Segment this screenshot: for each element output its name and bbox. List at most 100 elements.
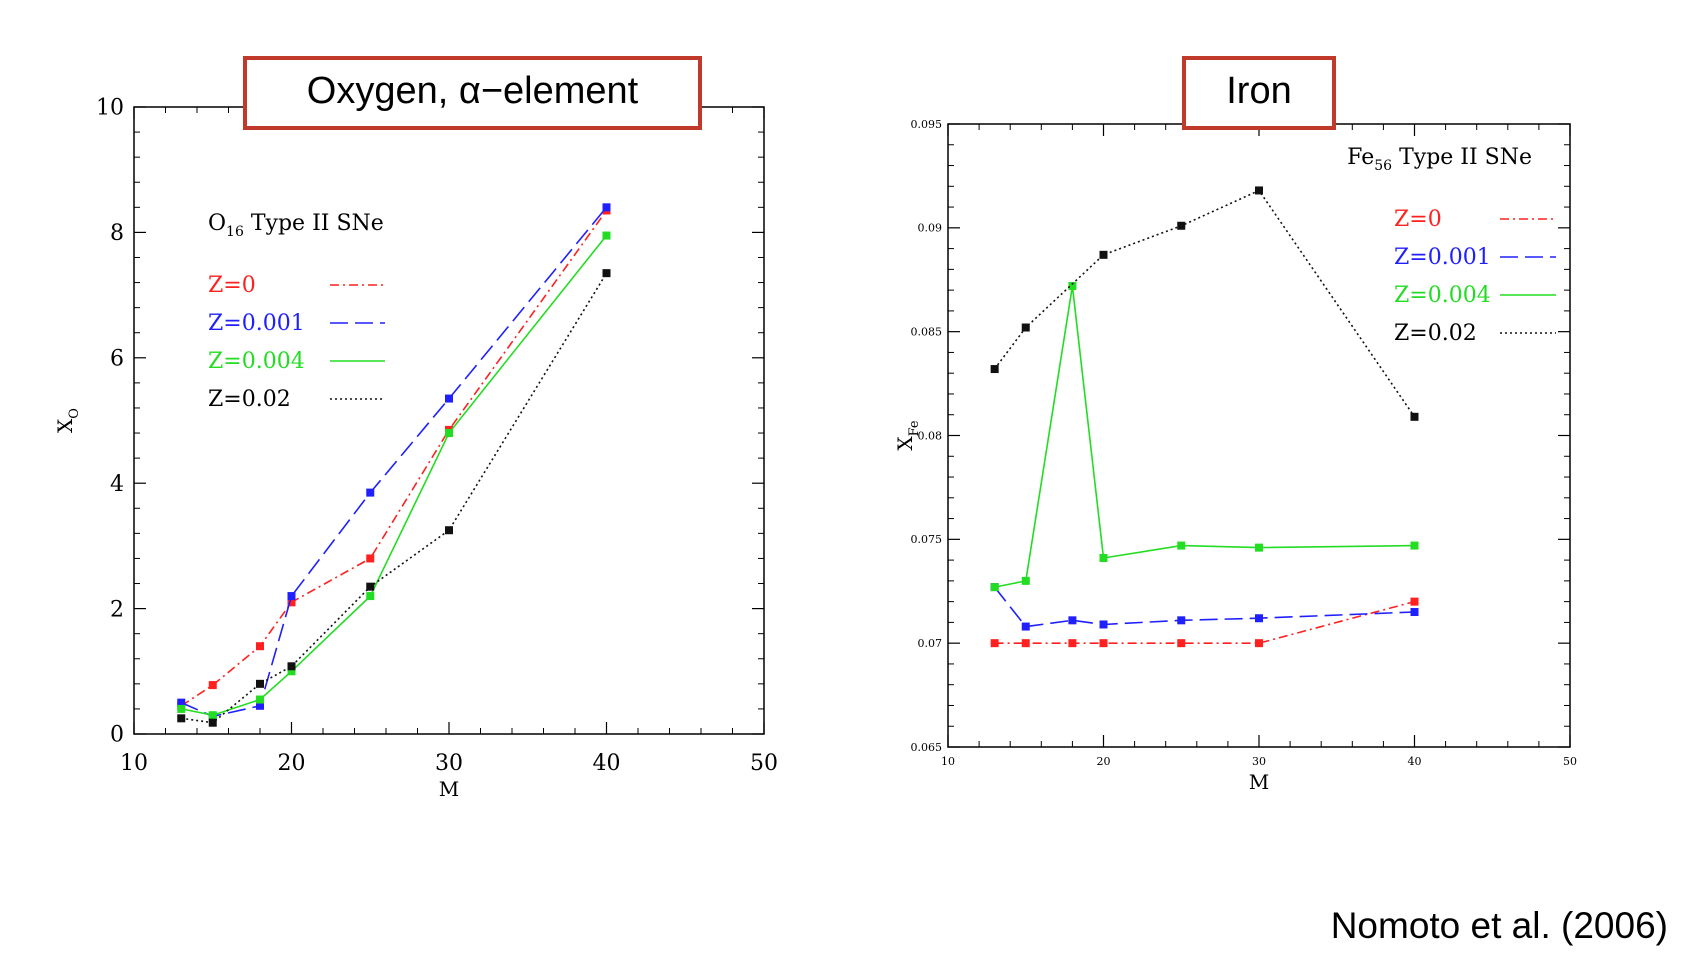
- data-point: [445, 394, 453, 403]
- x-tick-label: 40: [1408, 755, 1422, 768]
- x-tick-label: 30: [435, 751, 463, 776]
- data-point: [1410, 412, 1419, 421]
- y-tick-label: 0: [110, 723, 124, 748]
- iron-panel-title: Iron: [1182, 56, 1336, 130]
- x-tick-label: 10: [120, 751, 148, 776]
- legend-entry-label: Z=0.004: [1394, 283, 1491, 308]
- series-line: [993, 586, 1415, 628]
- data-point: [1255, 639, 1263, 648]
- data-point: [1068, 616, 1077, 625]
- legend-entry-label: Z=0.02: [1394, 321, 1477, 346]
- data-point: [1068, 281, 1077, 290]
- data-point: [602, 269, 611, 278]
- y-tick-label: 8: [110, 221, 124, 246]
- data-point: [1255, 614, 1263, 623]
- legend-title: Fe56 Type II SNe: [1347, 145, 1532, 174]
- data-point: [287, 598, 296, 607]
- x-tick-label: 20: [1097, 755, 1111, 768]
- x-tick-label: 50: [750, 751, 778, 776]
- data-point: [256, 695, 264, 704]
- data-point: [602, 231, 611, 240]
- legend-entry-label: Z=0.001: [1394, 245, 1491, 270]
- data-point: [208, 711, 217, 720]
- y-tick-label: 0.095: [911, 118, 943, 131]
- data-point: [1177, 541, 1186, 550]
- data-point: [366, 554, 375, 563]
- data-point: [1021, 576, 1030, 585]
- y-tick-label: 10: [96, 96, 124, 121]
- data-point: [990, 639, 999, 648]
- oxygen-panel-title: Oxygen, α−element: [243, 56, 702, 130]
- y-tick-label: 2: [110, 597, 124, 622]
- citation-credit: Nomoto et al. (2006): [1330, 905, 1668, 946]
- data-point: [990, 583, 999, 592]
- data-point: [602, 203, 611, 212]
- data-point: [256, 679, 264, 688]
- data-point: [1099, 250, 1108, 259]
- legend-entry-label: Z=0: [208, 273, 256, 298]
- legend-entry-label: Z=0.02: [208, 387, 291, 412]
- data-point: [287, 592, 296, 601]
- data-point: [1021, 639, 1030, 648]
- data-point: [1021, 323, 1030, 332]
- y-tick-label: 4: [110, 472, 124, 497]
- legend-title-main: O: [208, 211, 226, 236]
- y-tick-label: 0.09: [918, 222, 943, 235]
- legend-entry-label: Z=0: [1394, 207, 1442, 232]
- data-point: [1099, 639, 1108, 648]
- y-axis-label-sub: Fe: [907, 420, 922, 436]
- x-axis-label: M: [1249, 770, 1269, 794]
- data-point: [366, 488, 375, 497]
- y-tick-label: 0.075: [911, 533, 943, 546]
- data-point: [287, 662, 296, 671]
- legend-title-sub: 56: [1374, 158, 1392, 174]
- x-tick-label: 10: [941, 755, 955, 768]
- data-point: [366, 582, 375, 591]
- data-point: [445, 429, 453, 438]
- series-line: [994, 285, 1415, 588]
- data-point: [1021, 622, 1030, 631]
- data-point: [366, 592, 375, 601]
- legend-entry-label: Z=0.001: [208, 311, 305, 336]
- data-point: [1255, 543, 1263, 552]
- data-point: [177, 698, 186, 707]
- y-tick-label: 0.08: [918, 429, 943, 442]
- data-point: [1255, 186, 1263, 195]
- y-tick-label: 0.07: [918, 637, 943, 650]
- data-point: [1099, 554, 1108, 563]
- y-tick-label: 6: [110, 347, 124, 372]
- legend-title-rest: Type II SNe: [1392, 145, 1532, 170]
- data-point: [1410, 597, 1419, 606]
- legend-entry-label: Z=0.004: [208, 349, 305, 374]
- data-point: [1177, 221, 1186, 230]
- data-point: [990, 365, 999, 374]
- data-point: [445, 526, 453, 535]
- data-point: [1099, 620, 1108, 629]
- y-axis-label-text: XFe: [893, 420, 922, 451]
- legend-title-sub: 16: [226, 224, 244, 240]
- y-axis-label: XO: [53, 408, 82, 433]
- x-axis-label: M: [439, 777, 459, 801]
- data-point: [287, 667, 296, 676]
- data-point: [177, 714, 186, 723]
- data-point: [1068, 639, 1077, 648]
- data-point: [208, 718, 217, 727]
- legend-title-main: Fe: [1347, 145, 1374, 170]
- y-axis-label-sub: O: [67, 408, 82, 419]
- data-point: [1177, 639, 1186, 648]
- data-point: [1410, 541, 1419, 550]
- y-axis-label-main: X: [53, 418, 77, 433]
- x-tick-label: 40: [593, 751, 621, 776]
- data-point: [177, 704, 186, 713]
- y-axis-label: XFe: [893, 420, 922, 451]
- plot-frame: [947, 123, 1571, 748]
- data-point: [1410, 608, 1419, 617]
- legend-title: O16 Type II SNe: [208, 211, 384, 240]
- y-tick-label: 0.085: [911, 326, 943, 339]
- y-axis-label-text: XO: [53, 408, 82, 433]
- data-point: [208, 681, 217, 690]
- x-tick-label: 50: [1563, 755, 1577, 768]
- data-point: [256, 701, 264, 710]
